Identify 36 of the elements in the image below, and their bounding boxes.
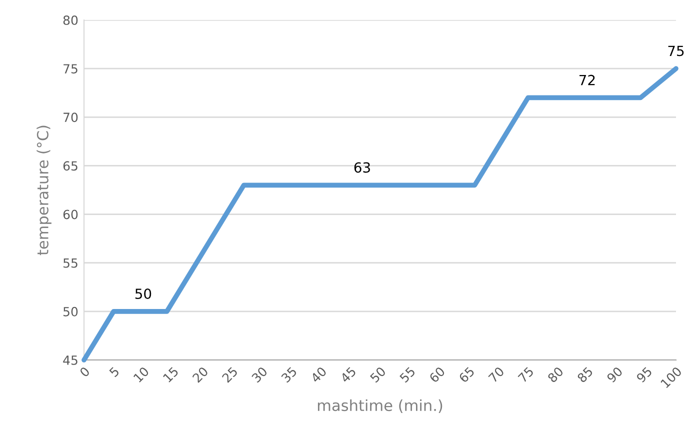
x-tick-label: 0 bbox=[79, 366, 90, 378]
x-tick-label: 60 bbox=[428, 366, 446, 384]
x-tick-label: 70 bbox=[488, 366, 505, 383]
x-tick-label: 65 bbox=[458, 366, 475, 384]
y-tick-label: 60 bbox=[63, 210, 78, 220]
annotation: 72 bbox=[580, 74, 595, 86]
x-tick-label: 40 bbox=[310, 366, 328, 384]
x-tick-label: 100 bbox=[660, 366, 682, 388]
x-tick-label: 35 bbox=[280, 366, 298, 383]
x-tick-label: 20 bbox=[192, 366, 209, 383]
x-tick-label: 80 bbox=[547, 366, 564, 384]
x-tick-label: 85 bbox=[576, 366, 594, 384]
x-tick-label: 30 bbox=[251, 366, 268, 383]
x-tick-label: 95 bbox=[636, 366, 652, 384]
y-tick-label: 50 bbox=[64, 306, 78, 316]
x-tick-label: 90 bbox=[606, 366, 624, 384]
x-tick-label: 25 bbox=[222, 366, 238, 383]
y-tick-label: 55 bbox=[64, 258, 78, 268]
y-tick-label: 65 bbox=[63, 161, 78, 171]
x-axis-title: mashtime (min.) bbox=[318, 399, 442, 413]
annotation: 50 bbox=[135, 288, 152, 300]
y-axis-title: temperature (°C) bbox=[36, 126, 52, 256]
y-tick-label: 75 bbox=[64, 64, 78, 74]
x-tick-label: 55 bbox=[399, 366, 416, 383]
x-tick-label: 5 bbox=[108, 366, 120, 378]
y-tick-label: 45 bbox=[63, 356, 78, 365]
x-tick-label: 75 bbox=[518, 366, 534, 383]
line-series bbox=[82, 66, 678, 362]
x-tick-label: 10 bbox=[133, 366, 150, 383]
x-tick-label: 15 bbox=[162, 366, 179, 383]
y-tick-label: 70 bbox=[64, 112, 78, 122]
x-tick-label: 45 bbox=[340, 366, 356, 384]
x-tick-label: 50 bbox=[370, 366, 386, 383]
y-tick-label: 80 bbox=[63, 15, 78, 25]
annotation: 63 bbox=[354, 162, 370, 173]
annotation: 75 bbox=[668, 46, 684, 56]
